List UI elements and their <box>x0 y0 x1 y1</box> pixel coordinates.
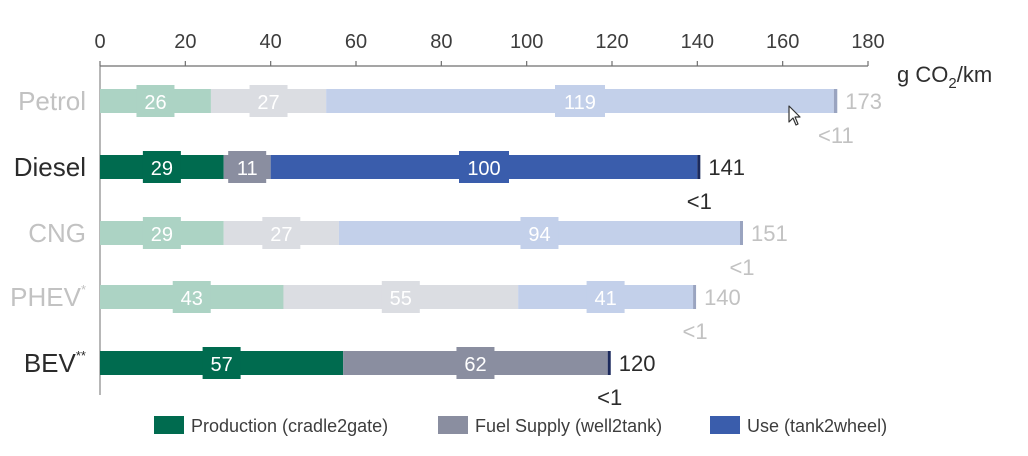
x-tick-label: 60 <box>345 31 367 53</box>
legend-label: Fuel Supply (well2tank) <box>475 416 662 436</box>
x-tick-label: 0 <box>94 31 105 53</box>
category-label: Diesel <box>14 152 86 182</box>
segment-value-label: 43 <box>181 288 203 310</box>
segment-label-box <box>459 151 509 183</box>
segment-label-box <box>520 217 559 249</box>
x-tick-label: 140 <box>681 31 714 53</box>
segment-value-label: 27 <box>270 224 292 246</box>
total-value-label: 151 <box>751 221 788 246</box>
segment-label-box <box>228 151 267 183</box>
x-tick-label: 180 <box>851 31 884 53</box>
x-tick-label: 100 <box>510 31 543 53</box>
category-label: BEV** <box>24 348 86 378</box>
segment-value-label: 29 <box>151 224 173 246</box>
segment-value-label: 11 <box>237 158 258 180</box>
category-label: CNG <box>28 218 86 248</box>
segment-value-label: 27 <box>257 92 279 114</box>
segment-label-box <box>555 85 605 117</box>
segment-value-label: 55 <box>390 288 412 310</box>
x-tick-label: 160 <box>766 31 799 53</box>
x-tick-label: 20 <box>174 31 196 53</box>
category-label: Petrol <box>18 86 86 116</box>
segment-label-box <box>172 281 211 313</box>
bar-residual-segment <box>607 351 611 375</box>
residual-value-label: <1 <box>597 385 622 410</box>
mouse-cursor-icon <box>788 105 801 126</box>
segment-value-label: 26 <box>144 92 166 114</box>
segment-label-box <box>586 281 625 313</box>
residual-value-label: <11 <box>818 123 854 148</box>
segment-label-box <box>142 217 181 249</box>
bar-residual-segment <box>833 89 838 113</box>
legend-label: Production (cradle2gate) <box>191 416 388 436</box>
segment-label-box <box>381 281 420 313</box>
residual-value-label: <1 <box>687 189 712 214</box>
x-tick-label: 40 <box>260 31 282 53</box>
segment-value-label: 41 <box>594 288 616 310</box>
segment-value-label: 57 <box>210 354 232 376</box>
legend-swatch <box>438 416 468 434</box>
x-tick-label: 120 <box>595 31 628 53</box>
segment-value-label: 94 <box>528 224 550 246</box>
legend-swatch <box>154 416 184 434</box>
bar-residual-segment <box>693 285 697 309</box>
x-tick-label: 80 <box>430 31 452 53</box>
segment-value-label: 62 <box>464 354 486 376</box>
residual-value-label: <1 <box>683 319 708 344</box>
segment-label-box <box>262 217 301 249</box>
segment-value-label: 119 <box>564 92 596 114</box>
segment-label-box <box>249 85 288 117</box>
bar-residual-segment <box>697 155 701 179</box>
category-label: PHEV* <box>10 282 86 312</box>
legend-label: Use (tank2wheel) <box>747 416 887 436</box>
total-value-label: 120 <box>619 351 656 376</box>
segment-value-label: 29 <box>151 158 173 180</box>
total-value-label: 141 <box>708 155 745 180</box>
residual-value-label: <1 <box>729 255 754 280</box>
segment-label-box <box>456 347 495 379</box>
segment-value-label: 100 <box>467 158 500 180</box>
x-axis-unit-label: g CO2/km <box>897 62 992 92</box>
segment-label-box <box>202 347 241 379</box>
total-value-label: 173 <box>845 89 882 114</box>
segment-label-box <box>136 85 175 117</box>
segment-label-box <box>142 151 181 183</box>
legend-swatch <box>710 416 740 434</box>
bar-residual-segment <box>740 221 743 245</box>
total-value-label: 140 <box>704 285 741 310</box>
